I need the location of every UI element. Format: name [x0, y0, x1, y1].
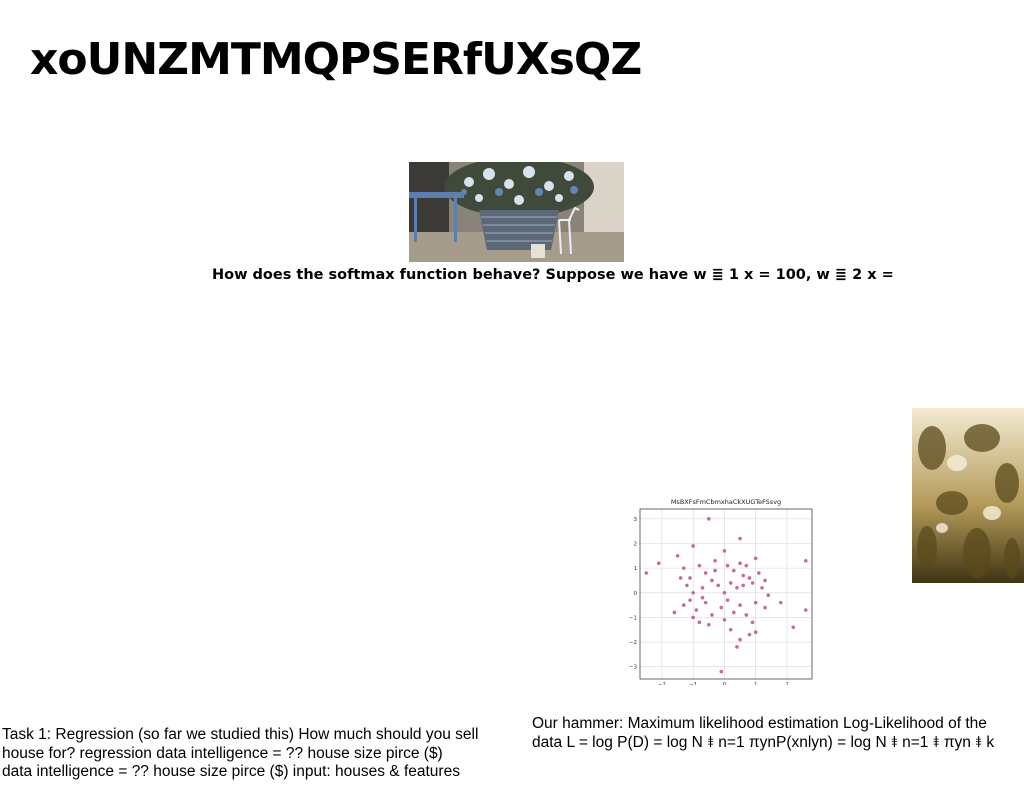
- scatter-point: [766, 593, 771, 598]
- scatter-point: [713, 568, 717, 573]
- scatter-point: [675, 554, 680, 558]
- scatter-point: [697, 563, 702, 568]
- x-tick-label: −2: [658, 682, 666, 685]
- scatter-point: [763, 578, 767, 583]
- scatter-point: [691, 544, 695, 548]
- scatter-point: [744, 613, 749, 617]
- scatter-point: [672, 610, 677, 615]
- chart-frame: [639, 508, 813, 680]
- left-text-block: Task 1: Regression (so far we studied th…: [2, 726, 512, 782]
- scatter-point: [710, 578, 714, 583]
- y-tick-label: 2: [634, 541, 638, 547]
- scatter-point: [753, 600, 758, 605]
- scatter-point: [744, 563, 749, 568]
- chart-ticks: −2 −1 0 1 2 3 2 1 0 −1 −2 −3: [629, 517, 789, 688]
- scatter-point: [644, 571, 649, 575]
- chart-grid: [640, 509, 812, 679]
- scatter-point: [760, 586, 764, 590]
- scatter-point: [719, 669, 724, 674]
- scatter-chart: MsBXFsFmCbmxhaCkXUGTeFSsvg −2 −1 0 1 2 3 2 1 0 −1…: [618, 495, 818, 688]
- scatter-point: [750, 581, 755, 585]
- scatter-point: [728, 581, 733, 585]
- scatter-point: [757, 571, 761, 575]
- scatter-point: [738, 637, 742, 642]
- scatter-point: [716, 583, 720, 588]
- scatter-point: [753, 556, 758, 561]
- scatter-point: [703, 571, 708, 575]
- scatter-point: [707, 622, 711, 627]
- scatter-point: [725, 563, 730, 568]
- scatter-point: [700, 595, 705, 600]
- left-text-line: Task 1: Regression (so far we studied th…: [2, 726, 479, 743]
- scatter-point: [722, 590, 727, 595]
- scatter-point: [685, 583, 689, 588]
- y-tick-label: 0: [634, 591, 638, 597]
- scatter-point: [732, 568, 736, 573]
- scatter-point: [738, 603, 742, 607]
- scatter-point: [713, 558, 717, 563]
- scatter-point: [697, 620, 702, 625]
- left-text-line: house for? regression data intelligence …: [2, 744, 443, 762]
- x-tick-label: 1: [754, 682, 758, 685]
- scatter-point: [753, 630, 758, 634]
- y-tick-label: −1: [629, 615, 637, 621]
- scatter-point: [688, 598, 692, 602]
- scatter-point: [656, 561, 661, 566]
- scatter-point: [722, 549, 727, 553]
- y-tick-label: 1: [634, 566, 638, 572]
- scatter-point: [738, 561, 742, 566]
- question-text: How does the softmax function behave? Su…: [212, 267, 894, 283]
- scatter-point: [803, 558, 808, 563]
- scatter-point: [728, 627, 733, 632]
- sepia-texture-photo: [912, 408, 1024, 583]
- right-text-line: data L = log P(D) = log N ⯒ n=1 πynP(xnl…: [532, 733, 995, 751]
- scatter-point: [719, 605, 724, 610]
- scatter-point: [710, 613, 714, 617]
- scatter-point: [741, 573, 745, 578]
- scatter-point: [763, 605, 767, 610]
- scatter-point: [732, 610, 736, 615]
- scatter-point: [681, 603, 686, 607]
- christmas-tree-photo: [409, 162, 624, 262]
- scatter-point: [735, 586, 739, 590]
- x-tick-label: −1: [689, 682, 697, 685]
- scatter-point: [694, 608, 699, 612]
- scatter-point: [747, 632, 752, 637]
- scatter-point: [750, 620, 755, 625]
- scatter-point: [803, 608, 808, 612]
- scatter-point: [691, 615, 695, 620]
- x-tick-label: 0: [723, 682, 727, 685]
- x-tick-label: 2: [785, 682, 789, 685]
- y-tick-label: −3: [629, 665, 638, 671]
- y-tick-label: 3: [634, 517, 638, 523]
- chart-title: MsBXFsFmCbmxhaCkXUGTeFSsvg: [671, 498, 781, 506]
- scatter-point: [688, 576, 692, 580]
- scatter-point: [722, 618, 727, 622]
- scatter-point: [735, 645, 739, 649]
- scatter-point: [681, 566, 686, 570]
- scatter-point: [725, 598, 730, 602]
- right-text-block: Our hammer: Maximum likelihood estimatio…: [532, 715, 1022, 752]
- y-tick-label: −2: [629, 640, 637, 646]
- scatter-point: [791, 625, 796, 630]
- scatter-point: [738, 536, 742, 541]
- scatter-point: [703, 600, 708, 605]
- scatter-point: [741, 583, 745, 588]
- scatter-point: [700, 586, 705, 590]
- left-text-line: data intelligence = ?? house size pirce …: [2, 763, 460, 780]
- scatter-point: [678, 576, 683, 580]
- scatter-point: [747, 576, 752, 580]
- scatter-point: [778, 600, 783, 605]
- chart-points: [644, 517, 808, 674]
- right-text-line: Our hammer: Maximum likelihood estimatio…: [532, 715, 987, 732]
- slide-title: xoUNZMTMQPSERfUXsQZ: [30, 34, 642, 85]
- scatter-point: [691, 590, 695, 595]
- scatter-point: [707, 517, 711, 521]
